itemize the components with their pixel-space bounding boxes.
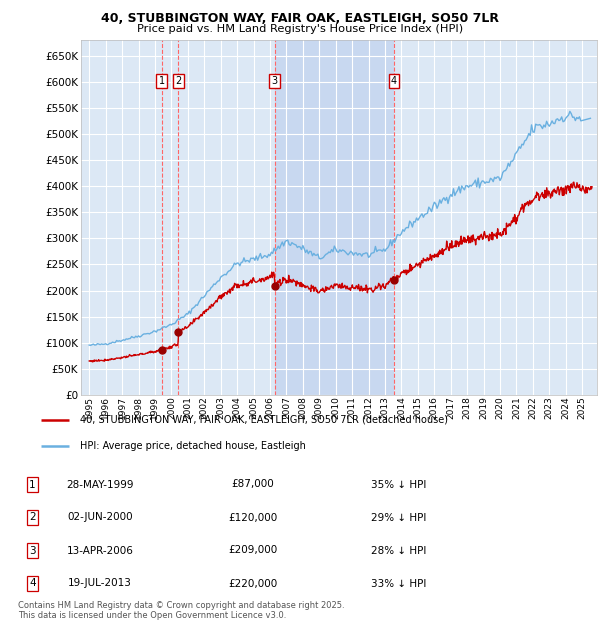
Text: 28-MAY-1999: 28-MAY-1999: [67, 479, 134, 490]
Text: 4: 4: [29, 578, 36, 588]
Text: £209,000: £209,000: [229, 546, 278, 556]
Text: Contains HM Land Registry data © Crown copyright and database right 2025.: Contains HM Land Registry data © Crown c…: [18, 601, 344, 611]
Text: 02-JUN-2000: 02-JUN-2000: [67, 513, 133, 523]
Text: 3: 3: [29, 546, 36, 556]
Bar: [275, 40, 394, 395]
Text: 29% ↓ HPI: 29% ↓ HPI: [371, 513, 426, 523]
Text: This data is licensed under the Open Government Licence v3.0.: This data is licensed under the Open Gov…: [18, 611, 286, 620]
Text: 2: 2: [29, 513, 36, 523]
Text: HPI: Average price, detached house, Eastleigh: HPI: Average price, detached house, East…: [80, 441, 305, 451]
Text: £87,000: £87,000: [232, 479, 274, 490]
Text: 2: 2: [175, 76, 181, 86]
Text: 19-JUL-2013: 19-JUL-2013: [68, 578, 132, 588]
Text: 40, STUBBINGTON WAY, FAIR OAK, EASTLEIGH, SO50 7LR: 40, STUBBINGTON WAY, FAIR OAK, EASTLEIGH…: [101, 12, 499, 25]
Text: £220,000: £220,000: [229, 578, 278, 588]
Text: £120,000: £120,000: [229, 513, 278, 523]
Text: 3: 3: [272, 76, 278, 86]
Text: 28% ↓ HPI: 28% ↓ HPI: [371, 546, 426, 556]
Text: 1: 1: [29, 479, 36, 490]
Text: 1: 1: [158, 76, 165, 86]
Text: Price paid vs. HM Land Registry's House Price Index (HPI): Price paid vs. HM Land Registry's House …: [137, 24, 463, 33]
Text: 33% ↓ HPI: 33% ↓ HPI: [371, 578, 426, 588]
Text: 4: 4: [391, 76, 397, 86]
Text: 35% ↓ HPI: 35% ↓ HPI: [371, 479, 426, 490]
Text: 40, STUBBINGTON WAY, FAIR OAK, EASTLEIGH, SO50 7LR (detached house): 40, STUBBINGTON WAY, FAIR OAK, EASTLEIGH…: [80, 415, 448, 425]
Text: 13-APR-2006: 13-APR-2006: [67, 546, 134, 556]
